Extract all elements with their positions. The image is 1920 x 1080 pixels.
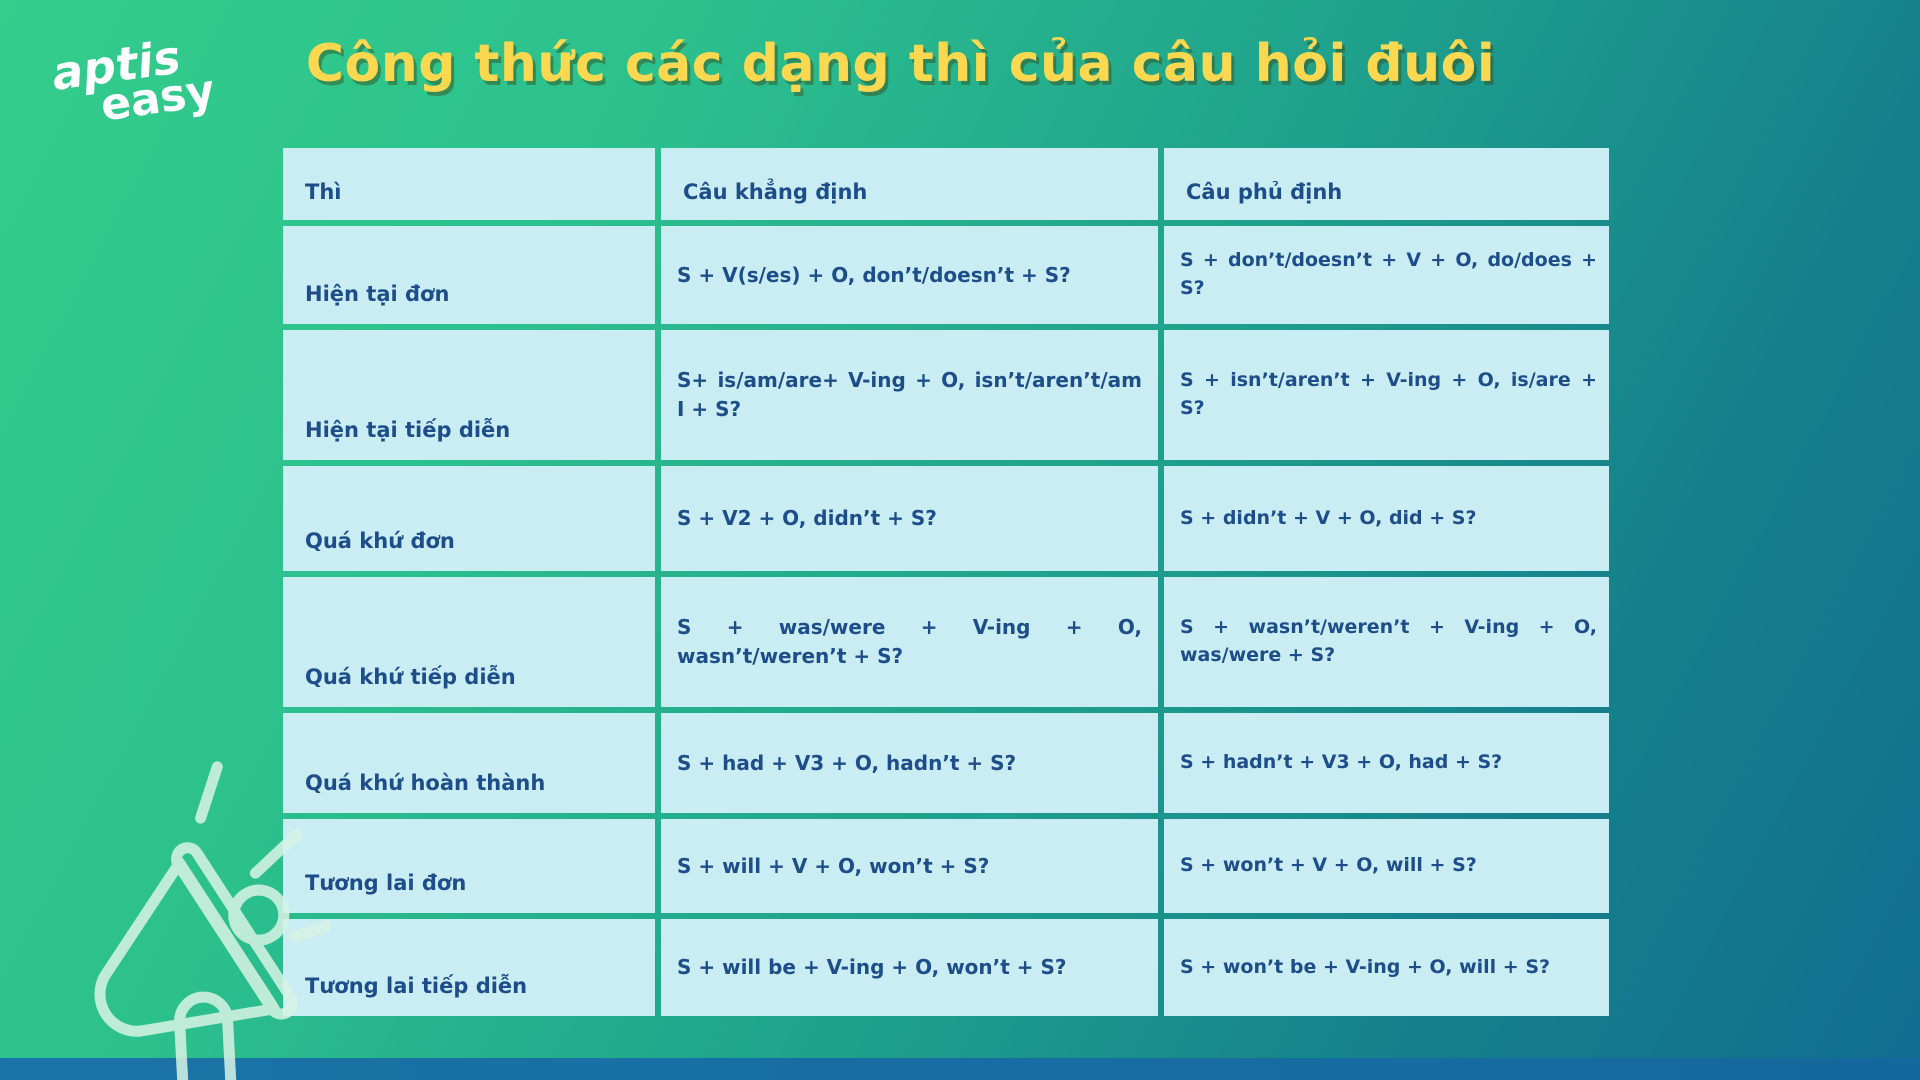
table-row-tense: Tương lai tiếp diễn xyxy=(283,919,655,1016)
tense-formula-table: Thì Câu khẳng định Câu phủ định Hiện tại… xyxy=(283,148,1609,1016)
table-row-tense: Quá khứ đơn xyxy=(283,466,655,571)
column-header-tense: Thì xyxy=(283,148,655,220)
table-row-affirmative: S+ is/am/are+ V-ing + O, isn’t/aren’t/am… xyxy=(661,330,1158,460)
table-row-affirmative: S + V2 + O, didn’t + S? xyxy=(661,466,1158,571)
table-row-tense: Hiện tại đơn xyxy=(283,226,655,324)
table-row-tense: Tương lai đơn xyxy=(283,819,655,913)
table-row-negative: S + don’t/doesn’t + V + O, do/does + S? xyxy=(1164,226,1609,324)
table-row-negative: S + wasn’t/weren’t + V-ing + O, was/were… xyxy=(1164,577,1609,707)
table-row-affirmative: S + had + V3 + O, hadn’t + S? xyxy=(661,713,1158,813)
table-row-affirmative: S + was/were + V-ing + O, wasn’t/weren’t… xyxy=(661,577,1158,707)
table-row-negative: S + didn’t + V + O, did + S? xyxy=(1164,466,1609,571)
table-row-tense: Hiện tại tiếp diễn xyxy=(283,330,655,460)
column-header-affirmative: Câu khẳng định xyxy=(661,148,1158,220)
brand-logo: aptis easy xyxy=(48,29,218,134)
table-row-negative: S + hadn’t + V3 + O, had + S? xyxy=(1164,713,1609,813)
table-row-tense: Quá khứ hoàn thành xyxy=(283,713,655,813)
page-title: Công thức các dạng thì của câu hỏi đuôi xyxy=(305,34,1496,94)
megaphone-icon xyxy=(94,761,330,1080)
column-header-negative: Câu phủ định xyxy=(1164,148,1609,220)
table-row-affirmative: S + will be + V-ing + O, won’t + S? xyxy=(661,919,1158,1016)
table-row-negative: S + won’t + V + O, will + S? xyxy=(1164,819,1609,913)
bottom-accent-bar xyxy=(0,1058,1920,1080)
table-row-affirmative: S + will + V + O, won’t + S? xyxy=(661,819,1158,913)
table-row-negative: S + won’t be + V-ing + O, will + S? xyxy=(1164,919,1609,1016)
brand-logo-line2: easy xyxy=(97,65,218,132)
table-row-tense: Quá khứ tiếp diễn xyxy=(283,577,655,707)
table-row-affirmative: S + V(s/es) + O, don’t/doesn’t + S? xyxy=(661,226,1158,324)
table-row-negative: S + isn’t/aren’t + V-ing + O, is/are + S… xyxy=(1164,330,1609,460)
